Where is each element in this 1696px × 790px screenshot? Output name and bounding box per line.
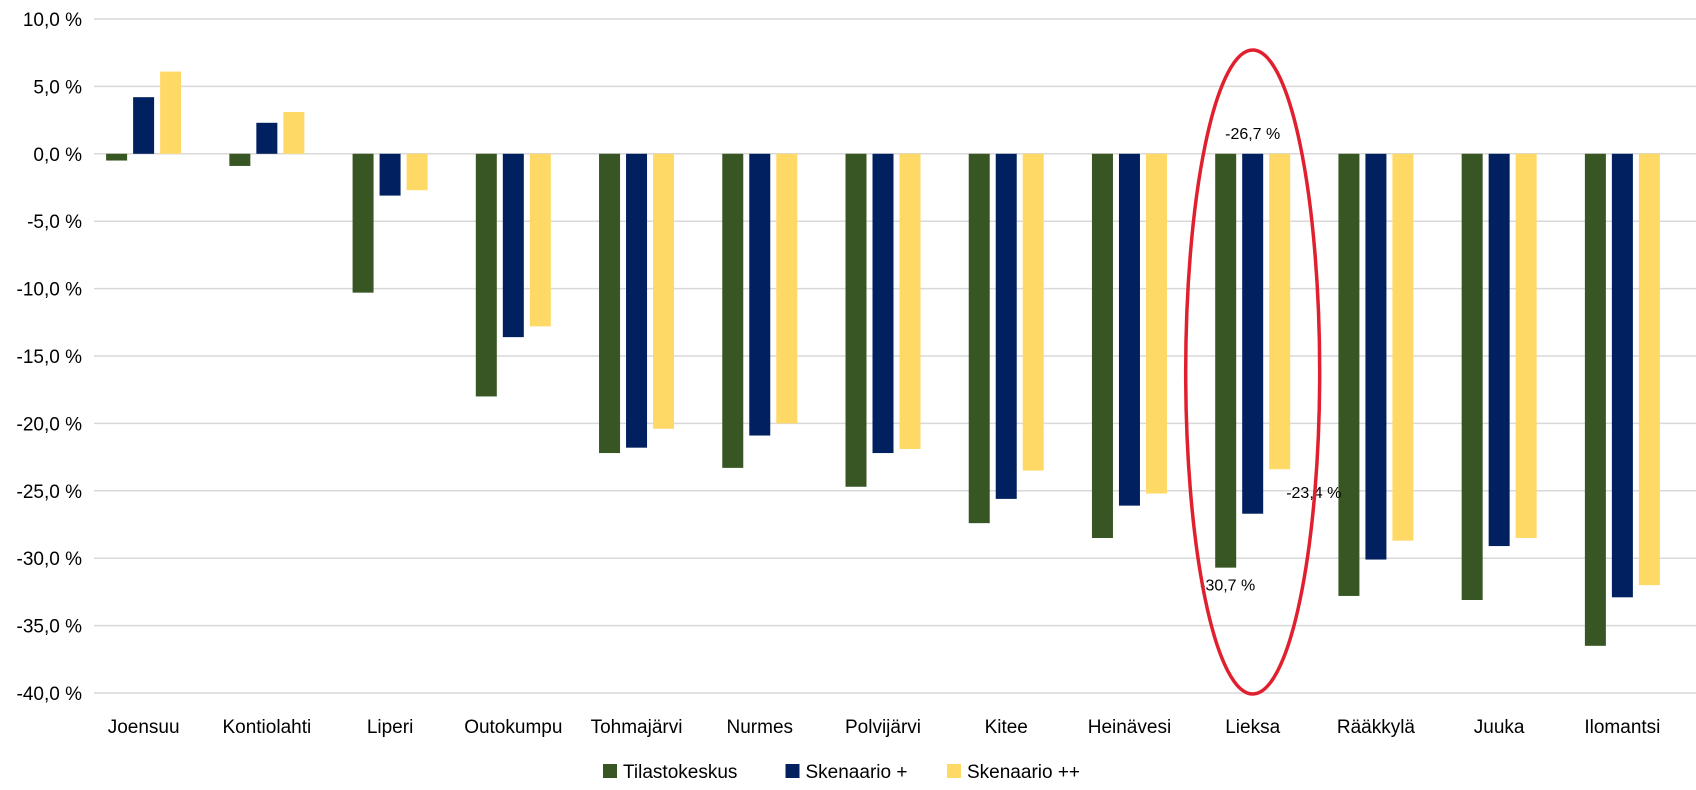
- legend-swatch: [603, 764, 617, 778]
- y-tick-label: -40,0 %: [17, 684, 83, 705]
- bar-skenaario: [502, 153, 524, 338]
- x-tick-label: Lieksa: [1225, 717, 1280, 738]
- annotation: [1183, 48, 1322, 696]
- bar-skenaario: [1242, 153, 1264, 514]
- bar-skenaario: [1145, 153, 1167, 494]
- legend-swatch: [947, 764, 961, 778]
- bar-skenaario: [1611, 153, 1633, 598]
- y-tick-label: -25,0 %: [17, 482, 83, 503]
- grid-lines: [94, 18, 1696, 694]
- bars: [106, 71, 1660, 646]
- bar-tilastokeskus: [1091, 153, 1113, 538]
- bar-tilastokeskus: [1461, 153, 1483, 600]
- x-tick-label: Joensuu: [108, 717, 180, 738]
- x-tick-label: Polvijärvi: [845, 717, 921, 738]
- bar-skenaario: [283, 112, 305, 154]
- bar-tilastokeskus: [106, 153, 128, 161]
- x-tick-label: Tohmajärvi: [591, 717, 683, 738]
- legend-label: Tilastokeskus: [623, 762, 737, 783]
- bar-tilastokeskus: [599, 153, 621, 454]
- bar-tilastokeskus: [845, 153, 867, 487]
- bar-skenaario: [1022, 153, 1044, 471]
- y-tick-label: -10,0 %: [17, 280, 83, 301]
- bar-skenaario: [653, 153, 675, 429]
- bar-skenaario: [379, 153, 401, 196]
- bar-skenaario: [872, 153, 894, 454]
- bar-skenaario: [406, 153, 428, 191]
- bar-skenaario: [1515, 153, 1537, 538]
- bar-skenaario: [160, 71, 182, 154]
- x-axis: Joensuu Kontiolahti Liperi Outokumpu Tohmajä…: [108, 717, 1661, 738]
- data-label: -26,7 %: [1225, 126, 1280, 143]
- y-tick-label: -35,0 %: [17, 617, 83, 638]
- x-tick-label: Rääkkylä: [1337, 717, 1416, 738]
- bar-tilastokeskus: [229, 153, 251, 166]
- y-tick-label: 5,0 %: [33, 77, 82, 98]
- bar-skenaario: [1365, 153, 1387, 560]
- bar-tilastokeskus: [352, 153, 374, 293]
- bar-tilastokeskus: [1215, 153, 1237, 568]
- legend-swatch: [785, 764, 800, 778]
- x-tick-label: Liperi: [367, 717, 413, 738]
- data-labels: -30,7 %-26,7 %-23,4 %: [1200, 126, 1341, 595]
- y-tick-label: 0,0 %: [33, 145, 82, 166]
- bar-skenaario: [749, 153, 771, 436]
- highlight-ellipse: [1183, 48, 1322, 696]
- y-tick-label: 10,0 %: [23, 10, 82, 31]
- bar-skenaario: [256, 122, 278, 154]
- y-axis: 10,0 % 5,0 % 0,0 % -5,0 % -10,0 % -15,0 % -20,…: [17, 10, 83, 705]
- legend: Tilastokeskus Skenaario + Skenaario ++: [603, 762, 1080, 783]
- x-tick-label: Kontiolahti: [222, 717, 311, 738]
- bar-skenaario: [776, 153, 798, 424]
- x-tick-label: Nurmes: [727, 717, 794, 738]
- x-tick-label: Ilomantsi: [1584, 717, 1660, 738]
- legend-label: Skenaario ++: [967, 762, 1080, 783]
- bar-tilastokeskus: [968, 153, 990, 524]
- bar-skenaario: [1269, 153, 1291, 470]
- x-tick-label: Kitee: [985, 717, 1028, 738]
- y-tick-label: -30,0 %: [17, 549, 83, 570]
- bar-tilastokeskus: [475, 153, 497, 397]
- x-tick-label: Juuka: [1474, 717, 1525, 738]
- y-tick-label: -20,0 %: [17, 414, 83, 435]
- bar-skenaario: [995, 153, 1017, 499]
- bar-tilastokeskus: [722, 153, 744, 468]
- bar-skenaario: [1638, 153, 1660, 586]
- bar-skenaario: [899, 153, 921, 450]
- bar-tilastokeskus: [1338, 153, 1360, 596]
- x-tick-label: Heinävesi: [1088, 717, 1171, 738]
- bar-skenaario: [1488, 153, 1510, 547]
- y-tick-label: -5,0 %: [27, 212, 82, 233]
- legend-label: Skenaario +: [806, 762, 908, 783]
- data-label: -30,7 %: [1200, 578, 1255, 595]
- y-tick-label: -15,0 %: [17, 347, 83, 368]
- bar-tilastokeskus: [1584, 153, 1606, 646]
- bar-skenaario: [133, 97, 155, 154]
- bar-skenaario: [626, 153, 648, 448]
- bar-skenaario: [1392, 153, 1414, 541]
- bar-skenaario: [1118, 153, 1140, 506]
- bar-skenaario: [529, 153, 551, 327]
- x-tick-label: Outokumpu: [464, 717, 562, 738]
